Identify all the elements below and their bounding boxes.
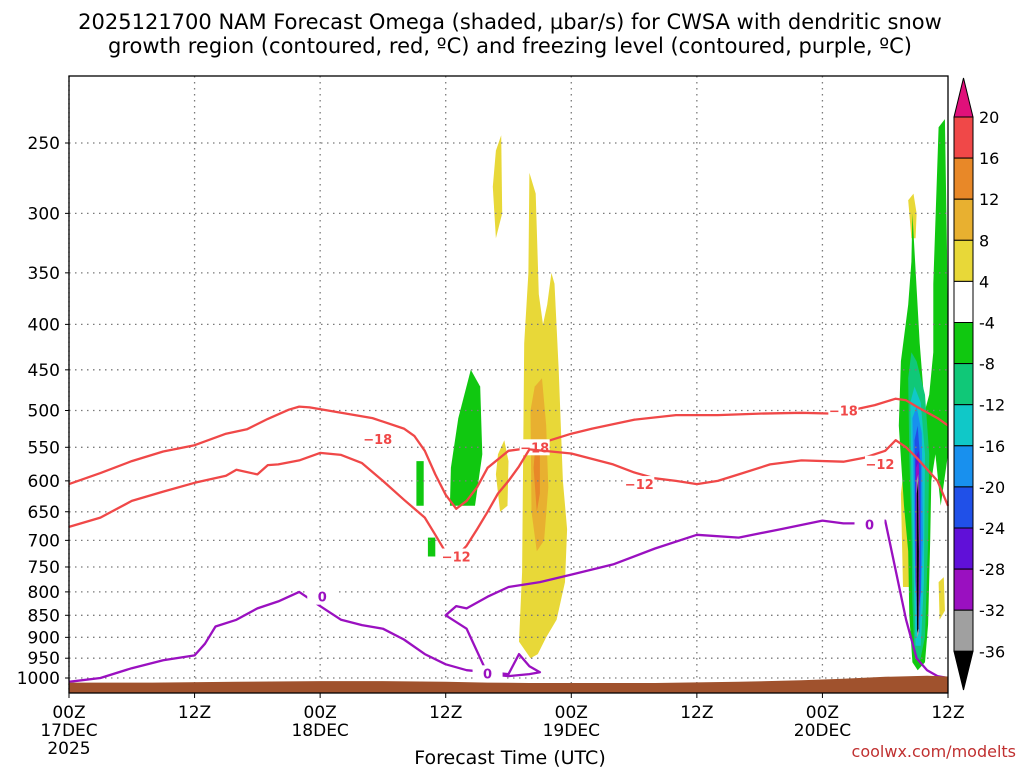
y-tick-label-400: 400 <box>28 315 60 335</box>
contour-label-2-3: −12 <box>865 458 894 473</box>
y-tick-label-950: 950 <box>28 649 60 669</box>
x-tick-label-60h-1: 12Z <box>680 703 713 723</box>
contour-label-1-1: −18 <box>363 433 392 448</box>
grid-layer <box>68 76 948 693</box>
terrain-layer <box>69 675 948 693</box>
contour-label-3-3: 0 <box>318 591 327 606</box>
y-tick-label-250: 250 <box>28 134 60 154</box>
y-tick-label-600: 600 <box>28 472 60 492</box>
y-tick-label-500: 500 <box>28 402 60 422</box>
omega-blob-green-b <box>427 537 436 557</box>
colorbar-bottom-triangle <box>953 650 974 691</box>
colorbar-bin--24-to--20 <box>953 486 974 529</box>
x-axis-label: Forecast Time (UTC) <box>414 747 605 768</box>
colorbar-bin--8-to--4 <box>953 322 974 365</box>
plot-frame <box>68 75 949 694</box>
y-tick-label-350: 350 <box>28 264 60 284</box>
y-tick-label-700: 700 <box>28 531 60 551</box>
colorbar-bin--12-to--8 <box>953 363 974 406</box>
x-tick-label-12h-1: 12Z <box>178 703 211 723</box>
colorbar-label-12: -28 <box>979 560 1005 579</box>
colorbar-label-14: -36 <box>979 642 1005 661</box>
x-tick-label-0h-2: 17DEC <box>40 721 97 741</box>
x-tick-label-48h-1: 00Z <box>555 703 588 723</box>
omega-blob-black-core <box>916 480 919 633</box>
colorbar-top-triangle <box>953 77 974 118</box>
colorbar-label-3: 12 <box>979 190 999 209</box>
x-tick-label-48h-2: 19DEC <box>543 721 600 741</box>
y-tick-label-1000: 1000 <box>17 669 60 689</box>
omega-blob-green-a <box>416 461 424 506</box>
colorbar-bin--4-to-4 <box>953 280 974 323</box>
contour-label-bg <box>854 516 885 533</box>
contour-line-2 <box>68 439 950 558</box>
contour-line-1 <box>68 397 949 510</box>
colorbar-label-6: -4 <box>979 314 995 333</box>
y-axis: 2503003504004505005506006507007508008509… <box>17 134 69 689</box>
x-tick-label-36h-1: 12Z <box>429 703 462 723</box>
terrain-surface <box>69 675 948 693</box>
colorbar-bin--36-to--32 <box>953 609 974 652</box>
colorbar-label-7: -8 <box>979 355 995 374</box>
colorbar-bin--32-to--28 <box>953 568 974 611</box>
x-tick-label-72h-2: 20DEC <box>794 721 851 741</box>
x-tick-label-84h-1: 12Z <box>931 703 964 723</box>
contour-label-bg <box>828 402 859 419</box>
colorbar-bin-16-to-20 <box>953 116 974 159</box>
colorbar-bin-4-to-8 <box>953 239 974 282</box>
omega-blob-yellow-top <box>492 135 503 239</box>
x-tick-label-24h-1: 00Z <box>304 703 337 723</box>
colorbar-label-8: -12 <box>979 396 1005 415</box>
contour-label-3-2: 0 <box>865 519 874 534</box>
contour-label-bg <box>362 430 393 447</box>
contour-label-bg <box>307 588 338 605</box>
omega-blob-yellow-right-edge <box>938 577 945 620</box>
colorbar-label-4: 8 <box>979 231 989 250</box>
x-tick-label-0h-1: 00Z <box>52 703 85 723</box>
colorbar-label-1: 20 <box>979 108 999 127</box>
y-tick-label-650: 650 <box>28 503 60 523</box>
x-tick-label-72h-1: 00Z <box>806 703 839 723</box>
contour-label-bg <box>624 476 655 493</box>
omega-blob-green-c <box>449 369 483 506</box>
chart-title-line-2: growth region (contoured, red, ºC) and f… <box>108 34 912 58</box>
credit-text: coolwx.com/modelts <box>852 742 1016 761</box>
contour-label-3-1: 0 <box>483 667 492 682</box>
y-tick-label-800: 800 <box>28 583 60 603</box>
contour-label-2-2: −12 <box>625 478 654 493</box>
y-tick-label-550: 550 <box>28 438 60 458</box>
colorbar-label-13: -32 <box>979 601 1005 620</box>
contour-label-2-1: −12 <box>442 551 471 566</box>
y-tick-label-300: 300 <box>28 204 60 224</box>
chart-title-line-1: 2025121700 NAM Forecast Omega (shaded, µ… <box>78 10 942 34</box>
x-tick-label-24h-2: 18DEC <box>291 721 348 741</box>
colorbar-label-9: -16 <box>979 437 1005 456</box>
x-tick-label-0h-3: 2025 <box>47 739 90 759</box>
colorbar-bin--16-to--12 <box>953 404 974 447</box>
contour-label-bg <box>864 455 895 472</box>
colorbar-bin--28-to--24 <box>953 527 974 570</box>
y-tick-label-850: 850 <box>28 606 60 626</box>
colorbar-label-2: 16 <box>979 149 999 168</box>
contour-label-bg <box>441 548 472 565</box>
y-tick-label-450: 450 <box>28 361 60 381</box>
colorbar-bin--20-to--16 <box>953 445 974 488</box>
colorbar-bin-8-to-12 <box>953 198 974 241</box>
colorbar-label-11: -24 <box>979 519 1005 538</box>
omega-shading-layer <box>416 119 948 671</box>
contour-label-bg <box>472 665 503 682</box>
colorbar-label-5: 4 <box>979 272 989 291</box>
colorbar-bin-12-to-16 <box>953 157 974 200</box>
contour-label-1-3: −18 <box>829 405 858 420</box>
contour-line-3 <box>68 519 949 683</box>
y-tick-label-900: 900 <box>28 628 60 648</box>
colorbar-label-10: -20 <box>979 478 1005 497</box>
y-tick-label-750: 750 <box>28 558 60 578</box>
omega-blob-red-core <box>533 440 540 512</box>
colorbar: 20 16 12 8 4 -4 -8 -12 -16 -20 -24 -28 -32 -36 <box>953 77 1005 691</box>
